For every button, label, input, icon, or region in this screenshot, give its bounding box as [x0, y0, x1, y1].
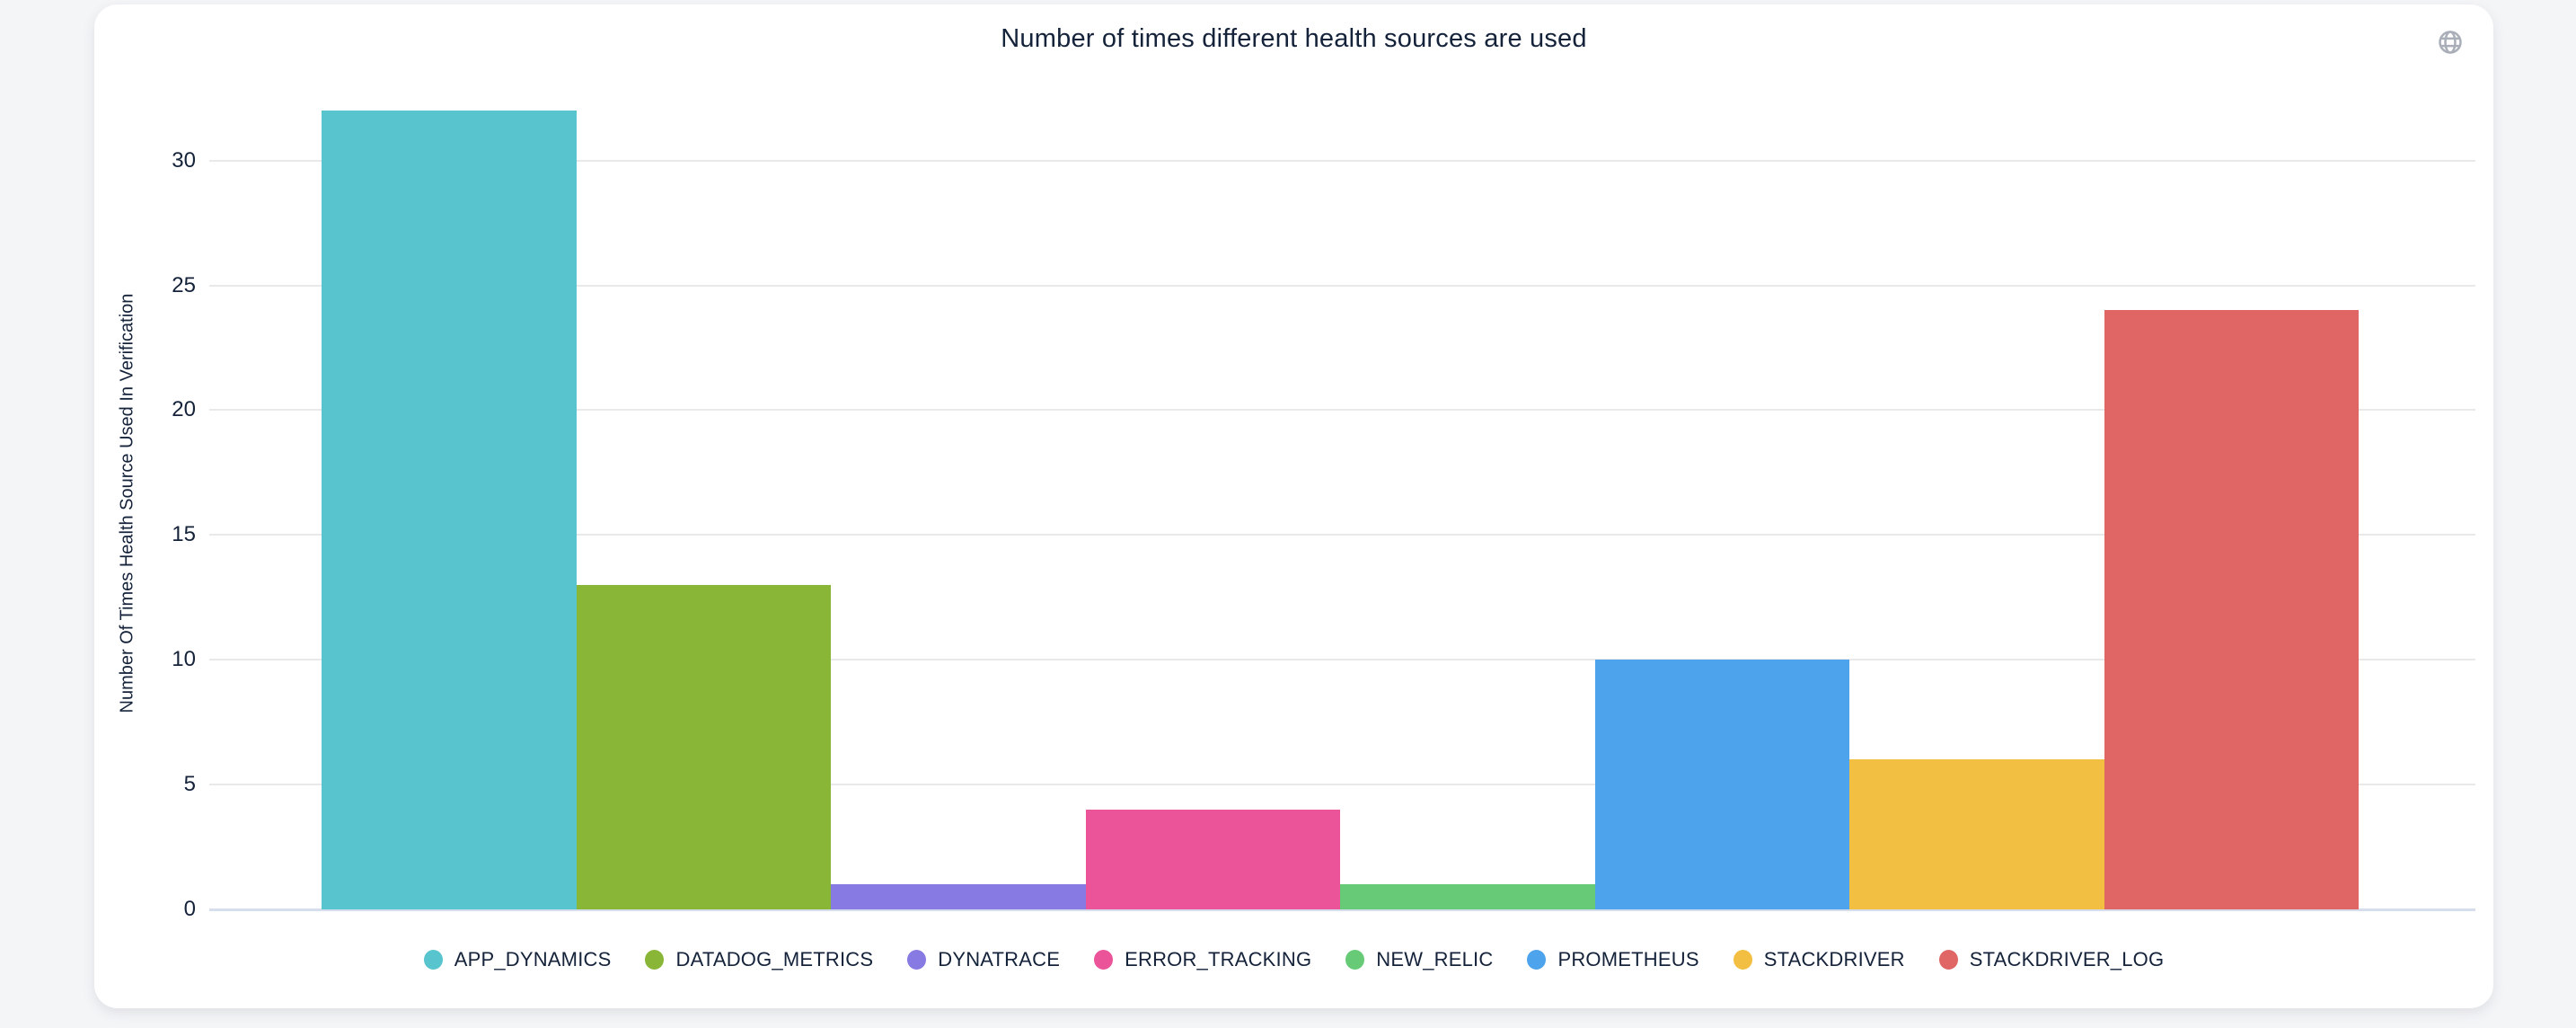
legend-dot-STACKDRIVER_LOG [1938, 950, 1958, 970]
legend-item-STACKDRIVER_LOG[interactable]: STACKDRIVER_LOG [1938, 948, 2165, 971]
y-tick-label-25: 25 [172, 272, 196, 297]
legend-dot-DATADOG_METRICS [645, 950, 665, 970]
legend-item-STACKDRIVER[interactable]: STACKDRIVER [1733, 948, 1905, 971]
legend-dot-ERROR_TRACKING [1094, 950, 1114, 970]
legend-label-STACKDRIVER_LOG: STACKDRIVER_LOG [1969, 948, 2165, 970]
legend-dot-STACKDRIVER [1733, 950, 1752, 970]
legend-item-ERROR_TRACKING[interactable]: ERROR_TRACKING [1094, 948, 1311, 971]
bar-DYNATRACE[interactable] [831, 884, 1086, 909]
bar-PROMETHEUS[interactable] [1594, 660, 1849, 909]
legend-label-STACKDRIVER: STACKDRIVER [1763, 948, 1905, 970]
legend-item-PROMETHEUS[interactable]: PROMETHEUS [1527, 948, 1699, 971]
bar-STACKDRIVER[interactable] [1849, 759, 2104, 909]
legend-label-ERROR_TRACKING: ERROR_TRACKING [1125, 948, 1312, 970]
gridline-5 [209, 784, 2475, 786]
legend-label-DYNATRACE: DYNATRACE [938, 948, 1061, 970]
gridline-25 [209, 284, 2475, 287]
legend-item-NEW_RELIC[interactable]: NEW_RELIC [1345, 948, 1493, 971]
y-tick-label-20: 20 [172, 397, 196, 422]
globe-icon[interactable] [2436, 28, 2465, 57]
legend-item-APP_DYNAMICS[interactable]: APP_DYNAMICS [423, 948, 612, 971]
chart-legend: APP_DYNAMICS DATADOG_METRICS DYNATRACE ERRO… [94, 940, 2493, 979]
bar-NEW_RELIC[interactable] [1340, 884, 1595, 909]
legend-item-DYNATRACE[interactable]: DYNATRACE [907, 948, 1060, 971]
plot-area: 0 5 10 15 20 25 30 [94, 4, 2493, 1008]
legend-dot-PROMETHEUS [1527, 950, 1547, 970]
y-tick-label-15: 15 [172, 522, 196, 547]
gridline-10 [209, 659, 2475, 661]
legend-dot-NEW_RELIC [1345, 950, 1365, 970]
y-tick-label-10: 10 [172, 647, 196, 672]
gridline-30 [209, 159, 2475, 162]
legend-dot-APP_DYNAMICS [423, 950, 443, 970]
legend-label-DATADOG_METRICS: DATADOG_METRICS [675, 948, 874, 970]
chart-card: Number of times different health sources… [94, 4, 2493, 1008]
bar-DATADOG_METRICS[interactable] [576, 584, 831, 909]
bar-STACKDRIVER_LOG[interactable] [2104, 310, 2359, 909]
gridline-20 [209, 409, 2475, 412]
y-tick-label-5: 5 [183, 772, 196, 797]
legend-item-DATADOG_METRICS[interactable]: DATADOG_METRICS [645, 948, 873, 971]
bar-ERROR_TRACKING[interactable] [1085, 809, 1340, 909]
legend-dot-DYNATRACE [907, 950, 927, 970]
y-tick-label-30: 30 [172, 147, 196, 173]
legend-label-APP_DYNAMICS: APP_DYNAMICS [454, 948, 612, 970]
x-axis-line [209, 908, 2475, 911]
y-tick-label-0: 0 [183, 897, 196, 921]
legend-label-NEW_RELIC: NEW_RELIC [1376, 948, 1494, 970]
chart-title: Number of times different health sources… [1001, 24, 1587, 53]
bar-APP_DYNAMICS[interactable] [322, 111, 577, 909]
legend-label-PROMETHEUS: PROMETHEUS [1557, 948, 1699, 970]
gridline-15 [209, 534, 2475, 536]
